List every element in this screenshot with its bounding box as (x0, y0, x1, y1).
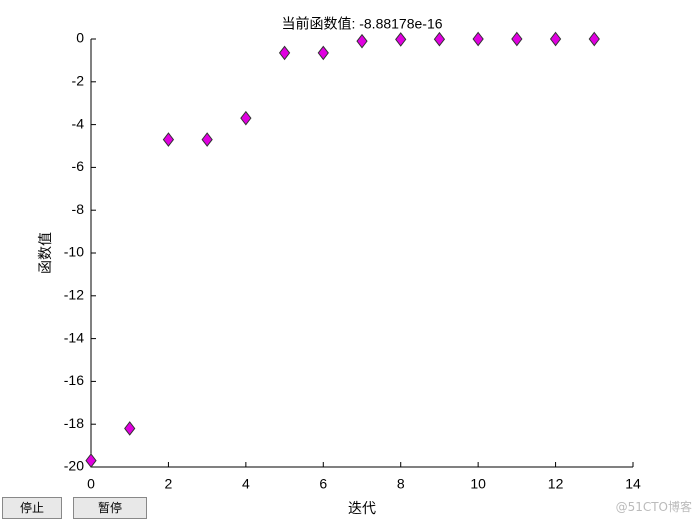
stop-button[interactable]: 停止 (2, 497, 62, 519)
point (162, 132, 175, 147)
y-tick-label: 0 (76, 30, 84, 46)
x-tick-label: 6 (319, 476, 327, 492)
y-tick-label: -20 (64, 458, 84, 474)
point (278, 45, 291, 61)
point (395, 32, 407, 47)
point (240, 110, 252, 126)
point (356, 33, 368, 49)
x-tick-label: 14 (625, 476, 641, 492)
point (433, 31, 446, 47)
point (472, 31, 484, 47)
chart-title: 当前函数值: -8.88178e-16 (281, 16, 442, 32)
y-tick-label: -10 (64, 244, 84, 260)
pause-button[interactable]: 暂停 (73, 497, 147, 519)
y-tick-label: -6 (72, 158, 85, 174)
y-tick-label: -14 (64, 329, 84, 345)
y-tick-label: -18 (64, 415, 84, 431)
y-axis-label: 函数值 (38, 232, 54, 274)
y-tick-label: -16 (64, 372, 84, 388)
x-tick-label: 4 (242, 476, 250, 492)
y-tick-label: -8 (72, 201, 85, 217)
point (511, 31, 523, 47)
y-tick-label: -4 (72, 115, 85, 131)
y-tick-label: -12 (64, 287, 84, 303)
point (85, 453, 97, 468)
point (549, 31, 562, 47)
point (588, 31, 600, 47)
y-tick-label: -2 (72, 73, 85, 89)
x-tick-label: 8 (397, 476, 405, 492)
watermark: @51CTO博客 (615, 500, 692, 514)
x-axis-label: 迭代 (348, 501, 376, 517)
point (317, 45, 329, 61)
x-tick-label: 10 (470, 476, 486, 492)
x-tick-label: 0 (87, 476, 95, 492)
point (124, 421, 136, 436)
x-tick-label: 12 (548, 476, 564, 492)
x-tick-label: 2 (165, 476, 173, 492)
point (201, 132, 213, 147)
